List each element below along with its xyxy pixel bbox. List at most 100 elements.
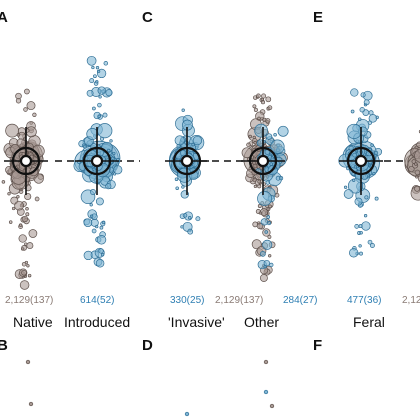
bubble xyxy=(83,144,87,149)
bubble xyxy=(101,220,106,225)
bubble xyxy=(113,165,123,175)
bubble xyxy=(264,230,268,234)
bubble xyxy=(252,163,258,169)
bubble xyxy=(191,142,195,147)
count-label-invasive: 330(25) xyxy=(170,295,204,306)
bubble xyxy=(269,403,275,409)
panel-letter-f: F xyxy=(313,337,322,354)
bubble xyxy=(26,101,36,111)
bubble xyxy=(374,196,379,201)
bubble xyxy=(267,234,272,239)
bubble xyxy=(26,242,34,250)
bubble xyxy=(27,273,32,278)
bubble xyxy=(360,92,366,98)
bubble xyxy=(184,411,190,417)
bubble xyxy=(270,139,285,154)
bubble xyxy=(261,93,267,99)
bubble xyxy=(28,165,32,169)
bubble xyxy=(23,107,28,112)
bubble xyxy=(350,109,355,114)
bubble xyxy=(83,218,93,228)
bubble xyxy=(187,216,192,220)
bubble xyxy=(411,159,417,164)
bubble xyxy=(265,133,273,140)
lower-panel-points xyxy=(25,359,275,417)
bubble xyxy=(257,116,261,121)
bubble xyxy=(251,239,262,250)
bubble xyxy=(16,195,20,199)
bubble xyxy=(97,86,106,95)
bubble xyxy=(96,69,101,74)
count-label-other-nonnative: 284(27) xyxy=(283,295,317,306)
bubble xyxy=(95,80,99,84)
bubble xyxy=(92,106,96,111)
bubble xyxy=(258,211,263,215)
bubble xyxy=(103,61,109,66)
bubble xyxy=(346,123,362,139)
median-ring xyxy=(346,146,376,176)
bubble xyxy=(358,224,363,229)
median-ring xyxy=(11,146,41,176)
bubble xyxy=(26,264,30,268)
bubble xyxy=(348,145,354,151)
bubble xyxy=(354,224,360,229)
bubble xyxy=(359,230,363,235)
bubble xyxy=(257,191,273,206)
bubble xyxy=(347,178,364,194)
bubble xyxy=(343,189,354,199)
bubble xyxy=(269,162,273,166)
swarm-native_e xyxy=(404,129,420,201)
group-label-feral: Feral xyxy=(353,314,385,330)
bubble xyxy=(414,148,420,163)
bubble xyxy=(372,171,376,176)
bubble xyxy=(357,117,362,121)
bubble xyxy=(28,229,38,238)
bubble xyxy=(279,176,284,181)
bubble xyxy=(374,150,379,156)
bubble xyxy=(265,96,272,103)
bubble xyxy=(267,105,273,111)
median-ring xyxy=(248,146,278,176)
bubble xyxy=(7,192,11,196)
bubble xyxy=(262,239,273,250)
bubble xyxy=(95,224,99,229)
bubble xyxy=(5,123,19,138)
median-ring xyxy=(172,146,202,176)
bubble xyxy=(269,262,274,268)
bubble xyxy=(369,243,375,248)
bubble xyxy=(95,66,100,70)
bubble xyxy=(89,203,93,207)
bubble xyxy=(252,104,257,109)
count-label-feral: 477(36) xyxy=(347,295,381,306)
swarms xyxy=(1,55,420,417)
bubble xyxy=(21,247,25,251)
bubble xyxy=(352,152,358,158)
bubble xyxy=(21,215,29,223)
bubble xyxy=(354,197,363,206)
median-ring xyxy=(256,154,270,168)
median-ring xyxy=(180,154,194,168)
bubble xyxy=(254,123,268,138)
bubble xyxy=(174,135,185,146)
median-marker-feral xyxy=(339,127,383,195)
bubble xyxy=(187,228,194,235)
bubble xyxy=(367,239,373,245)
bubble xyxy=(263,359,269,365)
bubble xyxy=(176,143,181,149)
bubble xyxy=(370,143,374,147)
median-markers xyxy=(4,127,383,195)
bubble xyxy=(1,180,6,184)
median-ring xyxy=(354,154,368,168)
bubble xyxy=(353,165,358,169)
bubble xyxy=(263,389,269,395)
bubble xyxy=(408,165,415,173)
bubble xyxy=(359,107,365,113)
median-marker-invasive xyxy=(165,127,209,195)
bubble xyxy=(259,274,268,282)
bubble xyxy=(182,213,188,218)
bubble xyxy=(358,244,362,248)
bubble xyxy=(96,235,107,245)
bubble xyxy=(192,135,203,146)
bubble xyxy=(343,185,348,189)
bubble xyxy=(95,259,105,268)
